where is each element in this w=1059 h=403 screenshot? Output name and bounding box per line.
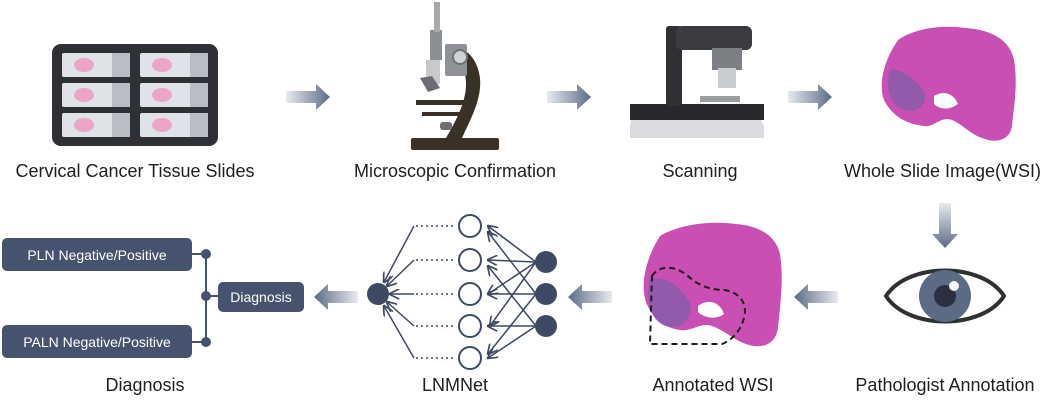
arrow-left-2: [568, 284, 612, 310]
arrow-left-1: [794, 284, 838, 310]
arrow-down: [932, 203, 958, 248]
label-microscope: Microscopic Confirmation: [353, 161, 557, 181]
arrow-right-3: [788, 84, 832, 110]
pln-box: PLN Negative/Positive: [2, 238, 192, 271]
label-slides: Cervical Cancer Tissue Slides: [15, 161, 255, 181]
label-annotated: Annotated WSI: [652, 375, 774, 395]
label-diagnosis: Diagnosis: [105, 375, 185, 395]
lnmnet-network: [367, 214, 557, 370]
eye-icon: [883, 268, 1007, 324]
annotated-wsi-icon: [643, 222, 782, 347]
label-scanning: Scanning: [662, 161, 738, 181]
scanner-icon: [630, 26, 764, 138]
label-lnmnet: LNMNet: [421, 375, 488, 395]
arrow-right-1: [286, 84, 330, 110]
microscope-icon: [411, 2, 499, 150]
wsi-tissue-icon: [881, 26, 1016, 141]
diagnosis-box: Diagnosis: [218, 282, 304, 312]
arrow-right-2: [547, 84, 591, 110]
slide-tray-icon: [52, 44, 218, 146]
diagnosis-bracket: [192, 249, 218, 347]
label-wsi: Whole Slide Image(WSI): [843, 161, 1042, 181]
paln-box: PALN Negative/Positive: [2, 325, 192, 358]
arrow-left-3: [314, 284, 358, 310]
label-pathologist: Pathologist Annotation: [855, 375, 1035, 395]
